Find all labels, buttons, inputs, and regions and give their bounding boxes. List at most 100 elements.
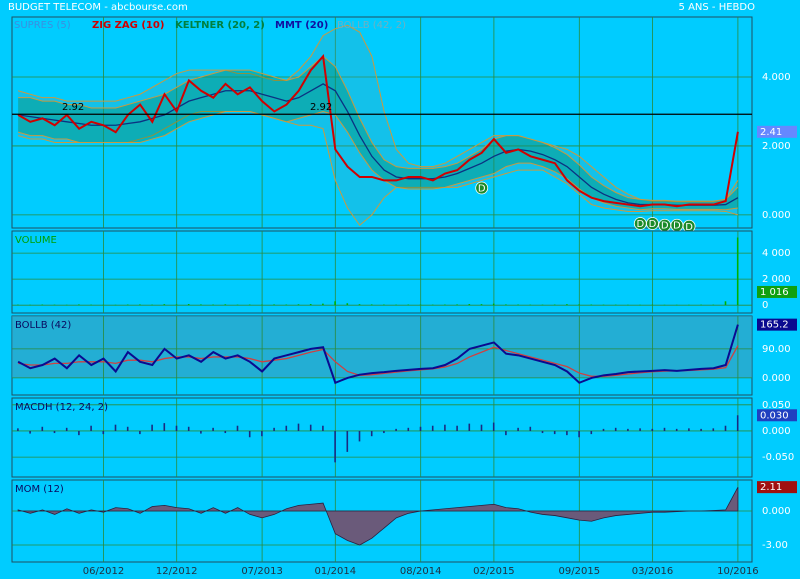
bar	[285, 425, 288, 431]
series-line	[18, 83, 739, 206]
bar	[273, 304, 275, 306]
bar	[736, 237, 739, 306]
panel	[11, 479, 753, 563]
bar	[700, 428, 702, 431]
bar	[505, 304, 507, 306]
area	[17, 486, 739, 546]
bar	[285, 304, 288, 306]
last-value: 2.11	[760, 482, 782, 493]
marker-label: D	[649, 219, 657, 230]
panel-label: BOLLB (42)	[15, 320, 71, 331]
bar	[370, 304, 373, 306]
bar	[712, 428, 715, 431]
bar	[578, 430, 580, 438]
marker-label: D	[661, 221, 669, 232]
bar	[541, 304, 544, 306]
bar	[383, 304, 385, 306]
bar	[53, 304, 56, 306]
last-value: 0.030	[760, 410, 789, 421]
bar	[553, 304, 556, 306]
x-tick-label: 07/2013	[241, 566, 283, 577]
bar	[90, 304, 92, 306]
bar	[407, 304, 410, 306]
y-tick-label: 0.000	[762, 210, 791, 221]
marker-label: D	[673, 221, 681, 232]
x-tick-label: 01/2014	[315, 566, 357, 577]
bar	[639, 304, 641, 306]
plot	[12, 480, 752, 562]
bar	[492, 422, 495, 431]
bar	[114, 424, 117, 431]
y-tick-label: 2 000	[762, 274, 791, 285]
bar	[578, 304, 580, 306]
bar	[236, 304, 239, 306]
bar	[407, 427, 410, 431]
bar	[248, 430, 251, 438]
bar	[590, 304, 593, 306]
bar	[468, 423, 471, 431]
bar	[346, 430, 349, 452]
bar	[78, 430, 80, 436]
bar	[346, 303, 349, 306]
panel-label: MOM (12)	[15, 484, 64, 495]
y-tick-label: -0.050	[762, 452, 794, 463]
bar	[395, 304, 397, 306]
marker-label: D	[636, 219, 644, 230]
bar	[590, 430, 593, 435]
last-value-box	[757, 285, 797, 298]
bar	[517, 427, 519, 431]
bar	[53, 430, 56, 434]
bar	[651, 304, 654, 306]
y-tick-label: 0.000	[762, 506, 791, 517]
legend-entry: ZIG ZAG (10)	[92, 20, 164, 31]
bar	[712, 304, 715, 306]
last-value: 1 016	[760, 287, 789, 298]
panel	[11, 230, 753, 314]
bar	[566, 304, 568, 306]
bar	[700, 304, 702, 306]
last-value-box	[757, 481, 797, 494]
legend-entry: MMT (20)	[275, 20, 328, 31]
y-tick-label: 0.050	[762, 400, 791, 411]
bar	[17, 304, 19, 306]
y-tick-label: 0.000	[762, 426, 791, 437]
bar	[675, 304, 678, 306]
bar	[724, 425, 727, 431]
bar	[102, 304, 105, 306]
bar	[261, 304, 263, 306]
bar	[627, 304, 629, 306]
last-value-box	[757, 409, 797, 422]
marker-label: D	[685, 222, 693, 233]
y-tick-label: -3.00	[762, 540, 788, 551]
bar	[297, 423, 300, 431]
y-tick-label: 4.000	[762, 72, 791, 83]
bar	[444, 424, 446, 431]
panel	[11, 397, 753, 478]
bar	[151, 304, 153, 306]
bar	[163, 423, 166, 431]
bar	[29, 304, 31, 306]
y-tick-label: 2.000	[762, 141, 791, 152]
band-upper	[17, 24, 739, 203]
bar	[126, 426, 129, 431]
bar	[187, 304, 190, 306]
bar	[41, 426, 44, 431]
plot	[12, 398, 752, 477]
legend-entry: SUPRES (5)	[14, 20, 71, 31]
bar	[139, 304, 141, 306]
bar	[78, 304, 80, 306]
bar	[358, 430, 361, 442]
dividend-marker	[475, 181, 489, 195]
bar	[175, 425, 178, 431]
bar	[529, 426, 532, 431]
last-value-box	[757, 125, 797, 138]
x-tick-label: 12/2012	[156, 566, 198, 577]
plot	[12, 316, 752, 395]
y-tick-label: 90.00	[762, 344, 791, 355]
bar	[688, 428, 690, 431]
bar	[651, 428, 654, 431]
band-fill	[18, 56, 738, 210]
bar	[200, 304, 202, 306]
last-value: 165.2	[760, 320, 789, 331]
